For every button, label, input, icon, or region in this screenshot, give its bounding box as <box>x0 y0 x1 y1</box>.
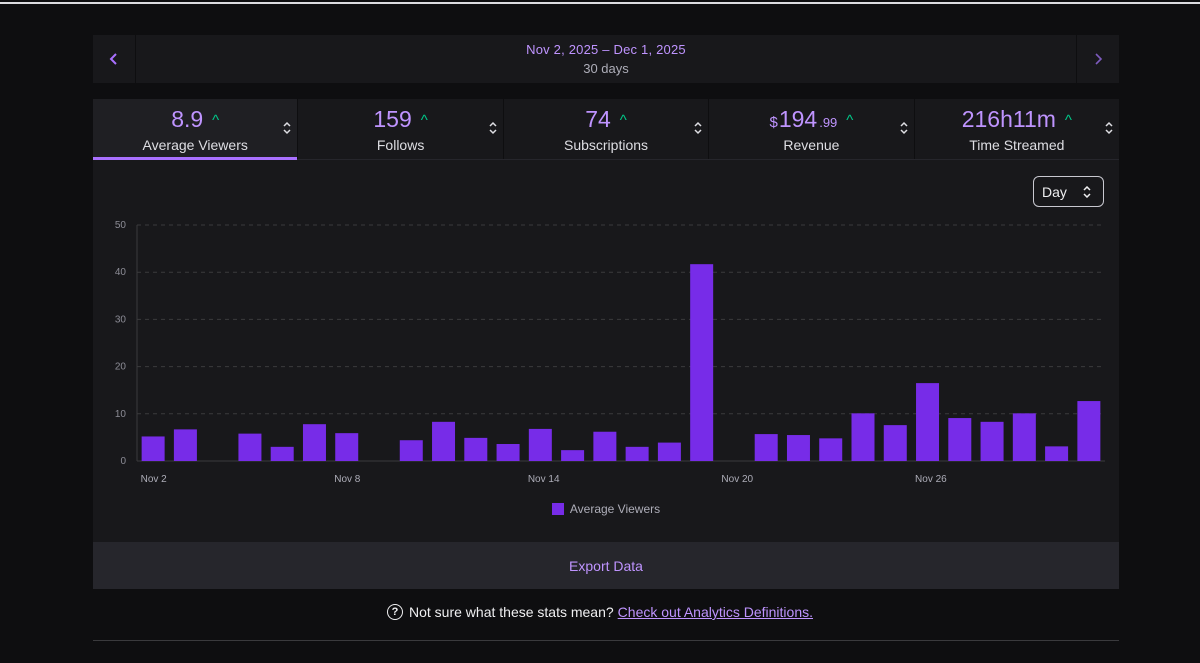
sort-icon[interactable] <box>489 121 497 135</box>
bar <box>335 433 359 461</box>
y-tick-label: 30 <box>115 314 127 325</box>
tab-label: Time Streamed <box>969 136 1065 153</box>
bar <box>561 450 585 461</box>
trend-up-icon: ^ <box>212 111 220 129</box>
tab-revenue[interactable]: $194.99 ^ Revenue <box>709 99 915 159</box>
tab-follows[interactable]: 159 ^ Follows <box>298 99 504 159</box>
bar <box>141 436 165 461</box>
revenue-value: $194.99 ^ <box>769 105 854 132</box>
x-tick-label: Nov 20 <box>721 474 753 485</box>
bar <box>916 383 940 461</box>
help-text: Not sure what these stats mean? <box>409 604 614 620</box>
help-footer: ? Not sure what these stats mean? Check … <box>0 604 1200 620</box>
y-tick-label: 20 <box>115 362 127 373</box>
granularity-value: Day <box>1042 183 1067 200</box>
tab-average-viewers[interactable]: 8.9 ^ Average Viewers <box>93 99 299 160</box>
bar <box>399 440 423 461</box>
metric-tabs: 8.9 ^ Average Viewers 159 ^ Follows 74 ^ Su… <box>93 99 1119 160</box>
date-range-bar: Nov 2, 2025 – Dec 1, 2025 30 days <box>93 35 1119 83</box>
granularity-select[interactable]: Day <box>1033 176 1104 207</box>
bar <box>1077 401 1101 461</box>
bar <box>1012 413 1036 461</box>
sort-icon[interactable] <box>694 121 702 135</box>
bar <box>496 444 520 461</box>
date-range-days: 30 days <box>583 61 629 76</box>
select-arrows-icon <box>1083 185 1091 198</box>
trend-up-icon: ^ <box>619 111 627 129</box>
tab-label: Revenue <box>783 136 840 153</box>
tab-label: Follows <box>376 136 425 153</box>
bar <box>657 442 681 461</box>
bar <box>980 421 1004 461</box>
average-viewers-value: 8.9 ^ <box>171 105 220 132</box>
bar <box>883 425 907 461</box>
y-tick-label: 40 <box>115 267 127 278</box>
trend-up-icon: ^ <box>420 111 428 129</box>
tab-time-streamed[interactable]: 216h11m ^ Time Streamed <box>915 99 1119 159</box>
x-tick-label: Nov 26 <box>915 474 947 485</box>
tab-label: Subscriptions <box>563 136 649 153</box>
chevron-left-icon <box>109 53 117 65</box>
follows-value: 159 ^ <box>373 105 428 132</box>
bar <box>1045 446 1069 461</box>
bottom-divider <box>93 640 1119 641</box>
trend-up-icon: ^ <box>1064 111 1072 129</box>
top-divider <box>0 2 1200 4</box>
previous-period-button[interactable] <box>93 35 136 83</box>
chart-legend[interactable]: Average Viewers <box>93 502 1119 516</box>
bar <box>819 438 843 461</box>
bar <box>270 446 294 461</box>
x-tick-label: Nov 14 <box>528 474 560 485</box>
sort-icon[interactable] <box>283 121 291 135</box>
chevron-right-icon <box>1095 53 1103 65</box>
bar <box>593 431 617 461</box>
y-tick-label: 10 <box>115 409 127 420</box>
y-tick-label: 0 <box>120 456 126 467</box>
x-tick-label: Nov 2 <box>141 474 168 485</box>
average-viewers-chart: 0 10 20 30 40 50 Nov 2 Nov 8 Nov 14 Nov 20 Nov 26 <box>115 220 1105 485</box>
trend-up-icon: ^ <box>846 111 854 129</box>
bar <box>528 428 552 461</box>
export-data-button[interactable]: Export Data <box>93 542 1119 589</box>
date-range-text: Nov 2, 2025 – Dec 1, 2025 <box>526 42 686 57</box>
bar <box>625 446 649 461</box>
sort-icon[interactable] <box>1105 121 1113 135</box>
chart-panel: 0 10 20 30 40 50 Nov 2 Nov 8 Nov 14 Nov 20 Nov 26 … <box>93 160 1119 542</box>
bar <box>302 424 326 461</box>
time-streamed-value: 216h11m ^ <box>961 105 1072 132</box>
tab-subscriptions[interactable]: 74 ^ Subscriptions <box>504 99 710 159</box>
bar <box>948 418 972 461</box>
tab-label: Average Viewers <box>142 136 248 153</box>
bar <box>238 433 262 461</box>
bar <box>690 264 714 461</box>
bar <box>851 413 875 461</box>
sort-icon[interactable] <box>900 121 908 135</box>
subscriptions-value: 74 ^ <box>585 105 627 132</box>
date-range-display[interactable]: Nov 2, 2025 – Dec 1, 2025 30 days <box>136 35 1076 83</box>
question-circle-icon: ? <box>387 604 403 620</box>
analytics-definitions-link[interactable]: Check out Analytics Definitions. <box>617 604 813 620</box>
legend-label: Average Viewers <box>569 502 661 516</box>
bar <box>786 435 810 461</box>
legend-swatch <box>551 503 564 515</box>
x-tick-label: Nov 8 <box>334 474 361 485</box>
bar <box>173 429 197 461</box>
y-tick-label: 50 <box>115 220 127 231</box>
next-period-button[interactable] <box>1076 35 1119 83</box>
bar <box>754 434 778 461</box>
bar <box>432 421 456 461</box>
bar <box>464 437 488 461</box>
